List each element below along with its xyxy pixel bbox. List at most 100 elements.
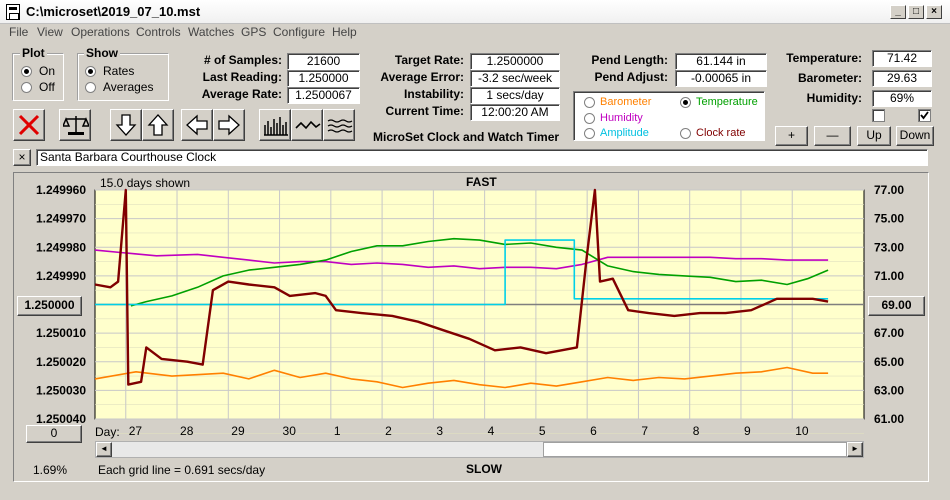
samples-label: # of Samples: [203, 53, 282, 67]
fast-label: FAST [466, 175, 497, 189]
average-error-label: Average Error: [380, 70, 464, 84]
pend-adjust-field[interactable]: -0.00065 in [675, 70, 767, 87]
instability-field: 1 secs/day [470, 87, 560, 104]
target-rate-label: Target Rate: [394, 53, 464, 67]
scale-plus-button[interactable]: + [775, 126, 808, 146]
menu-view[interactable]: View [37, 25, 63, 39]
clear-description-button[interactable]: × [13, 149, 31, 166]
amplitude-option-label: Amplitude [600, 127, 649, 139]
menu-gps[interactable]: GPS [241, 25, 267, 39]
balance-scale-icon [63, 116, 89, 135]
x-tick-label: 4 [488, 424, 495, 438]
left-tick-label: 1.249960 [36, 183, 86, 197]
clock-rate-radio[interactable] [680, 128, 691, 139]
show-averages-label: Averages [103, 80, 154, 94]
x-tick-label: 28 [180, 424, 194, 438]
x-tick-label: 2 [385, 424, 392, 438]
x-tick-label: 10 [795, 424, 809, 438]
scale-up-button[interactable]: Up [857, 126, 891, 146]
right-tick-label: 77.00 [874, 183, 904, 197]
right-tick-label: 73.00 [874, 240, 904, 254]
plot-off-radio[interactable] [21, 82, 32, 93]
menu-configure[interactable]: Configure [273, 25, 326, 39]
chart-scrollbar[interactable]: ◄ ► [95, 441, 864, 458]
series-line-temperature [130, 237, 829, 307]
plot-on-radio[interactable] [21, 66, 32, 77]
menu-controls[interactable]: Controls [136, 25, 181, 39]
title-bar: C:\microset\2019_07_10.mst _ □ × [0, 0, 950, 24]
days-shown-label: 15.0 days shown [100, 176, 191, 190]
right-tick-label: 61.00 [874, 412, 904, 426]
right-tick-label: 67.00 [874, 326, 904, 340]
scroll-left-button[interactable]: ◄ [96, 442, 112, 457]
humidity-label: Humidity: [806, 91, 862, 105]
zero-button[interactable]: 0 [26, 425, 82, 443]
minimize-button[interactable]: _ [890, 5, 906, 19]
left-tick-label: 1.250040 [36, 412, 86, 426]
slow-label: SLOW [466, 462, 502, 476]
left-tick-label: 1.250020 [36, 355, 86, 369]
scale-down-button[interactable]: Down [896, 126, 934, 146]
up-arrow-button[interactable] [142, 109, 174, 141]
checkbox-right[interactable] [918, 109, 931, 122]
left-tick-label: 1.250030 [36, 383, 86, 397]
show-averages-radio[interactable] [85, 82, 96, 93]
close-window-button[interactable]: × [926, 5, 942, 19]
multi-wave-button[interactable] [323, 109, 355, 141]
barometer-radio[interactable] [584, 97, 595, 108]
show-rates-radio[interactable] [85, 66, 96, 77]
left-arrow-button[interactable] [181, 109, 213, 141]
down-arrow-button[interactable] [110, 109, 142, 141]
menu-help[interactable]: Help [332, 25, 357, 39]
grid-note-label: Each grid line = 0.691 secs/day [98, 463, 266, 477]
right-axis-ticks: 77.00 75.00 73.00 71.00 67.00 65.00 63.00 61.00 [874, 183, 904, 426]
show-group [77, 53, 169, 101]
temperature-radio[interactable] [680, 97, 691, 108]
wave-button[interactable] [291, 109, 323, 141]
x-tick-label: 30 [283, 424, 297, 438]
humidity-radio[interactable] [584, 113, 595, 124]
x-tick-label: 5 [539, 424, 546, 438]
arrow-left-icon [186, 114, 208, 136]
right-tick-label: 63.00 [874, 383, 904, 397]
checkbox-left[interactable] [872, 109, 885, 122]
maximize-button[interactable]: □ [908, 5, 924, 19]
histogram-button[interactable] [259, 109, 291, 141]
description-field[interactable]: Santa Barbara Courthouse Clock [36, 149, 928, 166]
scale-minus-button[interactable]: — [814, 126, 851, 146]
multi-wave-icon [327, 119, 353, 133]
barometer-label: Barometer: [797, 71, 862, 85]
last-reading-label: Last Reading: [202, 70, 282, 84]
right-center-value-button[interactable]: 69.00 [868, 296, 925, 316]
x-tick-label: 3 [436, 424, 443, 438]
temperature-label: Temperature: [786, 51, 862, 65]
target-rate-field[interactable]: 1.2500000 [470, 53, 560, 70]
stop-button[interactable] [13, 109, 45, 141]
pend-length-field[interactable]: 61.144 in [675, 53, 767, 70]
clock-rate-option-label: Clock rate [696, 127, 746, 139]
balance-button[interactable] [59, 109, 91, 141]
x-axis-ticks: 27 28 29 30 1 2 3 4 5 6 7 8 9 10 [129, 424, 809, 438]
right-tick-label: 65.00 [874, 355, 904, 369]
amplitude-radio[interactable] [584, 128, 595, 139]
left-center-value-button[interactable]: 1.250000 [17, 296, 82, 316]
menu-operations[interactable]: Operations [71, 25, 130, 39]
average-rate-label: Average Rate: [201, 87, 282, 101]
temperature-field: 71.42 [872, 50, 932, 67]
average-rate-field: 1.2500067 [287, 87, 360, 104]
plot-off-label: Off [39, 80, 55, 94]
menu-watches[interactable]: Watches [188, 25, 235, 39]
scroll-right-button[interactable]: ► [847, 442, 863, 457]
scroll-thumb[interactable] [543, 442, 847, 457]
arrow-up-icon [147, 114, 169, 136]
window-title: C:\microset\2019_07_10.mst [26, 4, 201, 19]
menu-file[interactable]: File [9, 25, 29, 39]
left-tick-label: 1.249990 [36, 269, 86, 283]
pend-length-label: Pend Length: [591, 53, 668, 67]
right-arrow-button[interactable] [213, 109, 245, 141]
series-line-humidity [94, 249, 829, 270]
instability-label: Instability: [403, 87, 464, 101]
barometer-field: 29.63 [872, 70, 932, 87]
app-icon[interactable] [6, 4, 20, 20]
arrow-right-icon [218, 114, 240, 136]
